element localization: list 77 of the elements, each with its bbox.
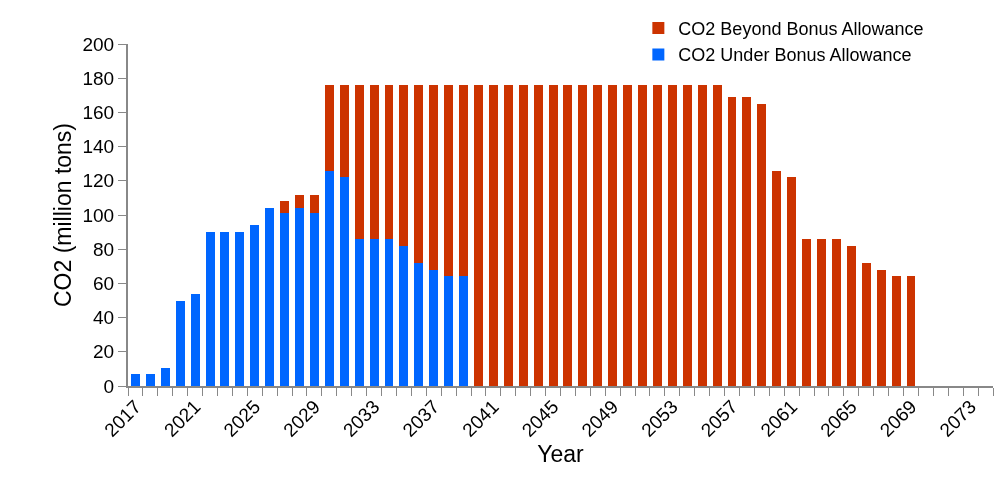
bar xyxy=(414,262,424,386)
bar xyxy=(474,85,483,386)
bar xyxy=(339,85,349,178)
bar xyxy=(354,238,364,386)
bar xyxy=(414,85,424,263)
bar xyxy=(548,85,558,386)
bar xyxy=(280,213,290,386)
bar xyxy=(324,85,334,171)
bar xyxy=(295,195,304,209)
bar xyxy=(518,85,528,386)
bar xyxy=(205,232,215,386)
bar xyxy=(831,238,841,386)
bar xyxy=(309,213,319,386)
bar xyxy=(429,269,439,386)
bar xyxy=(891,275,901,386)
bar xyxy=(145,374,155,386)
bar xyxy=(667,85,677,386)
bar xyxy=(444,85,454,276)
bar xyxy=(846,245,856,386)
y-tick-label: 120 xyxy=(82,170,115,192)
legend-label: CO2 Under Bonus Allowance xyxy=(678,45,912,66)
bar xyxy=(802,238,812,386)
bar xyxy=(295,208,304,386)
y-tick-label: 20 xyxy=(93,341,115,363)
y-tick-label: 60 xyxy=(93,273,115,295)
bar xyxy=(369,85,379,239)
bar xyxy=(444,275,454,386)
bar xyxy=(608,85,618,386)
y-tick-label: 140 xyxy=(82,136,115,158)
bar xyxy=(309,195,319,214)
bar xyxy=(220,232,230,386)
bar xyxy=(757,103,767,386)
bar xyxy=(697,85,707,386)
y-axis-title: CO2 (million tons) xyxy=(50,122,76,308)
bar xyxy=(623,85,633,386)
y-tick-label: 200 xyxy=(82,33,115,55)
bar xyxy=(160,368,170,386)
bar xyxy=(339,177,349,386)
bar xyxy=(861,262,871,386)
y-tick-label: 180 xyxy=(82,67,115,89)
bar xyxy=(742,97,752,386)
bar xyxy=(578,85,588,386)
bar xyxy=(772,171,782,386)
legend-label: CO2 Beyond Bonus Allowance xyxy=(678,19,924,40)
y-tick-label: 80 xyxy=(93,238,115,260)
bar xyxy=(250,225,260,386)
bar xyxy=(712,85,722,386)
bar xyxy=(593,85,603,386)
bar xyxy=(354,85,364,239)
bar xyxy=(682,85,692,386)
bar xyxy=(235,232,245,386)
y-tick-label: 40 xyxy=(93,307,115,329)
bar xyxy=(429,85,439,270)
bar xyxy=(280,201,290,214)
bar xyxy=(324,170,334,386)
bar xyxy=(503,85,513,386)
bar xyxy=(175,300,185,386)
y-tick-label: 160 xyxy=(82,102,115,124)
bar xyxy=(787,177,797,386)
bar xyxy=(652,85,662,386)
bar xyxy=(265,208,275,386)
bar xyxy=(533,85,543,386)
x-axis-title: Year xyxy=(537,440,585,467)
bar xyxy=(563,85,573,386)
bar xyxy=(817,238,826,386)
bar xyxy=(399,245,409,386)
bar xyxy=(459,85,469,276)
bar xyxy=(190,293,200,386)
bar xyxy=(876,269,886,386)
bar xyxy=(459,275,469,386)
y-tick-label: 0 xyxy=(103,375,115,397)
bar xyxy=(638,85,647,386)
bar xyxy=(399,85,409,246)
bar xyxy=(369,238,379,386)
bar xyxy=(130,374,140,386)
bar xyxy=(488,85,498,386)
y-tick-label: 100 xyxy=(82,204,115,226)
